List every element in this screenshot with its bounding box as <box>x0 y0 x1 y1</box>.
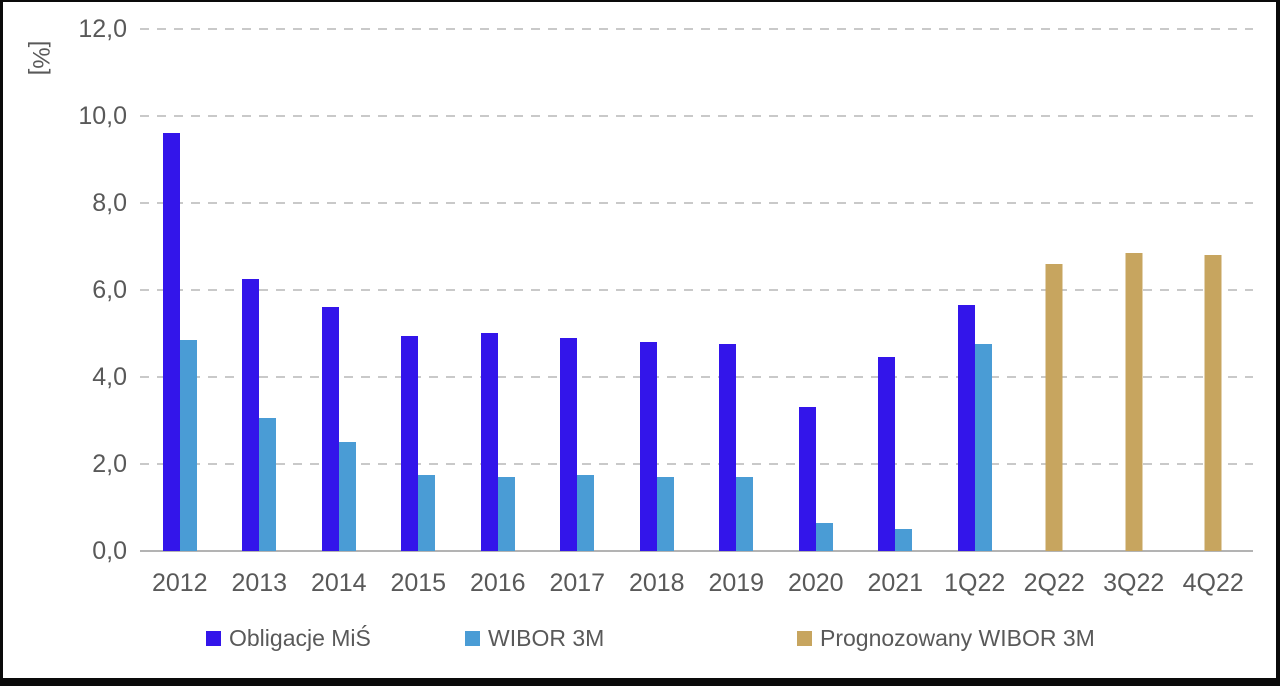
frame-border-bottom <box>0 678 1280 686</box>
gridline <box>140 463 1253 465</box>
bar-obligacje-mis <box>798 407 816 551</box>
gridline <box>140 202 1253 204</box>
bar-column <box>140 29 220 551</box>
bar-wibor-3m <box>497 477 515 551</box>
bar-column <box>458 29 538 551</box>
bar-prognozowany-wibor-3m <box>1204 255 1222 551</box>
frame-border-left <box>0 0 3 686</box>
legend-swatch-prognozowany-wibor-3m <box>797 630 812 646</box>
bar-obligacje-mis <box>560 338 578 551</box>
bar-prognozowany-wibor-3m <box>1045 264 1063 551</box>
x-axis-labels: 2012 2013 2014 2015 2016 2017 2018 2019 2020 2021… <box>140 566 1253 600</box>
y-tick-label: 12,0 <box>78 15 127 43</box>
legend-label: WIBOR 3M <box>488 624 605 651</box>
bar-group <box>1045 264 1063 551</box>
bar-column <box>697 29 777 551</box>
bar-column <box>299 29 379 551</box>
bar-group <box>1125 253 1143 551</box>
bar-wibor-3m <box>418 475 436 551</box>
bar-group <box>321 307 356 551</box>
x-tick-label: 2021 <box>867 569 924 597</box>
bar-obligacje-mis <box>162 133 180 551</box>
y-tick-label: 8,0 <box>92 189 127 217</box>
bar-group <box>1204 255 1222 551</box>
bar-column <box>379 29 459 551</box>
bar-obligacje-mis <box>401 336 419 551</box>
y-tick-label: 4,0 <box>92 363 127 391</box>
x-tick-label: 4Q22 <box>1182 569 1244 597</box>
gridline <box>140 115 1253 117</box>
legend-item-prognozowany-wibor-3m: Prognozowany WIBOR 3M <box>797 624 1095 652</box>
x-tick-label: 2013 <box>231 569 288 597</box>
legend-label: Obligacje MiŚ <box>229 624 371 651</box>
bar-obligacje-mis <box>639 342 657 551</box>
gridline <box>140 376 1253 378</box>
bar-column <box>538 29 618 551</box>
bar-obligacje-mis <box>878 357 896 551</box>
bar-wibor-3m <box>736 477 754 551</box>
plot-area <box>140 29 1253 551</box>
x-tick-label: 2016 <box>469 569 526 597</box>
x-tick-label: 2018 <box>628 569 685 597</box>
frame-border-top <box>0 0 1280 2</box>
bar-group <box>719 344 754 551</box>
bar-column <box>776 29 856 551</box>
bar-obligacje-mis <box>719 344 737 551</box>
gridline <box>140 28 1253 30</box>
bar-column <box>1015 29 1095 551</box>
y-tick-label: 6,0 <box>92 276 127 304</box>
legend-swatch-wibor-3m <box>465 630 480 646</box>
frame-border-right <box>1276 0 1280 686</box>
x-tick-label: 2019 <box>708 569 765 597</box>
bar-column <box>220 29 300 551</box>
bar-wibor-3m <box>656 477 674 551</box>
bar-obligacje-mis <box>242 279 260 551</box>
bar-group <box>560 338 595 551</box>
bar-wibor-3m <box>179 340 197 551</box>
bar-wibor-3m <box>338 442 356 551</box>
bar-wibor-3m <box>577 475 595 551</box>
bar-group <box>242 279 277 551</box>
bar-prognozowany-wibor-3m <box>1125 253 1143 551</box>
x-tick-label: 2Q22 <box>1023 569 1085 597</box>
x-tick-label: 2014 <box>310 569 367 597</box>
legend-swatch-obligacje-mis <box>206 630 221 646</box>
bar-wibor-3m <box>895 529 913 551</box>
bar-group <box>401 336 436 551</box>
x-tick-label: 2017 <box>549 569 606 597</box>
bar-wibor-3m <box>974 344 992 551</box>
gridline <box>140 289 1253 291</box>
y-tick-label: 10,0 <box>78 102 127 130</box>
x-tick-label: 2015 <box>390 569 447 597</box>
bar-column <box>617 29 697 551</box>
bar-column <box>935 29 1015 551</box>
bar-column <box>856 29 936 551</box>
legend-item-wibor-3m: WIBOR 3M <box>465 624 604 652</box>
bar-wibor-3m <box>815 523 833 551</box>
y-tick-label: 2,0 <box>92 450 127 478</box>
bar-column <box>1094 29 1174 551</box>
x-tick-label: 3Q22 <box>1103 569 1165 597</box>
bar-obligacje-mis <box>321 307 339 551</box>
y-tick-label: 0,0 <box>92 537 127 565</box>
bar-group <box>798 407 833 551</box>
bar-obligacje-mis <box>480 333 498 551</box>
bar-group <box>639 342 674 551</box>
x-axis-line <box>140 550 1253 552</box>
bar-obligacje-mis <box>957 305 975 551</box>
legend-label: Prognozowany WIBOR 3M <box>820 624 1095 651</box>
bar-group <box>957 305 992 551</box>
bar-wibor-3m <box>259 418 277 551</box>
legend-item-obligacje-mis: Obligacje MiŚ <box>206 624 371 652</box>
bar-group <box>878 357 913 551</box>
x-tick-label: 2012 <box>151 569 208 597</box>
bar-column <box>1174 29 1254 551</box>
x-tick-label: 1Q22 <box>944 569 1006 597</box>
x-tick-label: 2020 <box>787 569 844 597</box>
bar-group <box>480 333 515 551</box>
bar-group <box>162 133 197 551</box>
